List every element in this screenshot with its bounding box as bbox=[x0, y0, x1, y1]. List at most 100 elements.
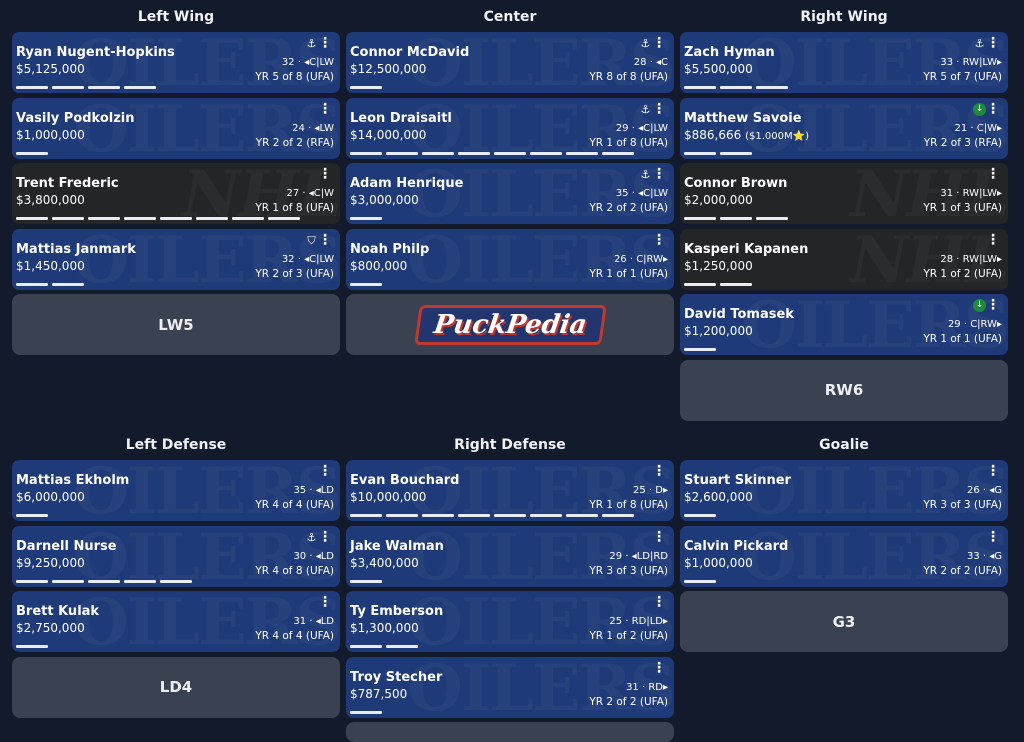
salary-value: $1,000,000 bbox=[684, 555, 753, 570]
more-options-icon[interactable]: ⋮ bbox=[986, 463, 1000, 479]
player-name[interactable]: David Tomasek bbox=[684, 307, 794, 322]
player-name[interactable]: Connor McDavid bbox=[350, 45, 470, 60]
player-name[interactable]: Ty Emberson bbox=[350, 604, 444, 619]
more-options-icon[interactable]: ⋮ bbox=[986, 166, 1000, 182]
player-card[interactable]: OILERS Noah Philp $800,000 ⋮ 26 · C|RW▸ … bbox=[346, 228, 674, 290]
more-options-icon[interactable]: ⋮ bbox=[652, 35, 666, 51]
contract-year-bar bbox=[350, 217, 382, 220]
contract-years bbox=[16, 86, 156, 89]
salary-value: $5,500,000 bbox=[684, 62, 753, 76]
more-options-icon[interactable]: ⋮ bbox=[318, 100, 332, 117]
more-options-icon[interactable]: ⋮ bbox=[986, 297, 1000, 313]
anchor-icon: ⚓ bbox=[974, 37, 985, 50]
empty-slot[interactable]: LD4 bbox=[12, 656, 340, 718]
contract-year-bar bbox=[684, 86, 716, 89]
player-name[interactable]: Troy Stecher bbox=[350, 669, 443, 685]
player-card[interactable]: OILERS David Tomasek $1,200,000 ↓ ⋮ 29 ·… bbox=[680, 294, 1008, 355]
more-options-icon[interactable]: ⋮ bbox=[318, 35, 332, 51]
player-card[interactable]: OILERS Mattias Ekholm $6,000,000 ⋮ 35 · … bbox=[12, 460, 340, 521]
player-name[interactable]: Vasily Podkolzin bbox=[16, 110, 135, 126]
more-options-icon[interactable]: ⋮ bbox=[652, 100, 666, 117]
player-name[interactable]: Evan Bouchard bbox=[350, 473, 460, 488]
empty-slot[interactable]: RW6 bbox=[680, 359, 1008, 421]
more-options-icon[interactable]: ⋮ bbox=[652, 528, 666, 545]
salary-value: $787,500 bbox=[350, 686, 408, 701]
player-card[interactable]: OILERS Brett Kulak $2,750,000 ⋮ 31 · ◂LD… bbox=[12, 591, 340, 652]
player-card[interactable]: OILERS Ty Emberson $1,300,000 ⋮ 25 · RD|… bbox=[346, 591, 674, 652]
contract-years bbox=[350, 514, 634, 517]
contract-year-bar bbox=[756, 217, 788, 220]
contract-year-bar bbox=[530, 514, 562, 517]
contract-year-bar bbox=[52, 86, 84, 89]
more-options-icon[interactable]: ⋮ bbox=[318, 528, 332, 545]
more-options-icon[interactable]: ⋮ bbox=[318, 463, 332, 479]
player-name[interactable]: Trent Frederic bbox=[16, 176, 119, 191]
player-card[interactable]: OILERS Leon Draisaitl $14,000,000 ⚓ ⋮ 29… bbox=[346, 97, 674, 159]
more-options-icon[interactable]: ⋮ bbox=[318, 594, 332, 610]
player-name[interactable]: Noah Philp bbox=[350, 241, 430, 257]
contract-years bbox=[350, 710, 382, 714]
player-card[interactable]: OILERS Adam Henrique $3,000,000 ⚓ ⋮ 35 ·… bbox=[346, 163, 674, 224]
player-card[interactable]: OILERS Matthew Savoie $886,666 ($1.000M⭐… bbox=[680, 97, 1008, 159]
player-card[interactable]: OILERS Calvin Pickard $1,000,000 ⋮ 33 · … bbox=[680, 525, 1008, 587]
more-options-icon[interactable]: ⋮ bbox=[652, 594, 666, 610]
player-card[interactable]: OILERS Jake Walman $3,400,000 ⋮ 29 · ◂LD… bbox=[346, 525, 674, 587]
player-name[interactable]: Kasperi Kapanen bbox=[684, 241, 809, 257]
player-name[interactable]: Zach Hyman bbox=[684, 45, 775, 60]
player-contract: YR 3 of 3 (UFA) bbox=[589, 564, 668, 577]
player-card[interactable]: OILERS Troy Stecher $787,500 ⋮ 31 · RD▸ … bbox=[346, 656, 674, 718]
player-card[interactable]: OILERS Zach Hyman $5,500,000 ⚓ ⋮ 33 · RW… bbox=[680, 32, 1008, 93]
contract-year-bar bbox=[684, 514, 716, 517]
player-name[interactable]: Leon Draisaitl bbox=[350, 110, 452, 126]
anchor-icon: ⚓ bbox=[640, 102, 651, 116]
player-name[interactable]: Darnell Nurse bbox=[16, 538, 117, 554]
player-card[interactable]: OILERS Mattias Janmark $1,450,000 ⛉ ⋮ 32… bbox=[12, 228, 340, 290]
more-options-icon[interactable]: ⋮ bbox=[986, 528, 1000, 545]
empty-slot[interactable]: LW5 bbox=[12, 294, 340, 355]
player-card[interactable]: OILERS Stuart Skinner $2,600,000 ⋮ 26 · … bbox=[680, 460, 1008, 521]
player-name[interactable]: Mattias Ekholm bbox=[16, 473, 130, 488]
player-card[interactable]: OILERS Connor McDavid $12,500,000 ⚓ ⋮ 28… bbox=[346, 32, 674, 93]
player-card[interactable]: OILERS Ryan Nugent-Hopkins $5,125,000 ⚓ … bbox=[12, 32, 340, 93]
player-salary: $6,000,000 bbox=[16, 490, 85, 504]
salary-value: $5,125,000 bbox=[16, 62, 85, 76]
salary-extra: ($1.000M⭐) bbox=[745, 130, 809, 142]
more-options-icon[interactable]: ⋮ bbox=[986, 231, 1000, 248]
empty-slot[interactable] bbox=[346, 722, 674, 742]
player-age-position: 26 · ◂G bbox=[966, 485, 1002, 496]
contract-year-bar bbox=[494, 151, 526, 155]
more-options-icon[interactable]: ⋮ bbox=[318, 166, 332, 182]
player-name[interactable]: Connor Brown bbox=[684, 176, 788, 191]
more-options-icon[interactable]: ⋮ bbox=[318, 231, 332, 248]
player-name[interactable]: Stuart Skinner bbox=[684, 473, 791, 488]
player-name[interactable]: Matthew Savoie bbox=[684, 110, 802, 126]
empty-slot[interactable]: G3 bbox=[680, 591, 1008, 652]
more-options-icon[interactable]: ⋮ bbox=[652, 166, 666, 182]
player-contract: YR 2 of 2 (UFA) bbox=[589, 202, 668, 214]
more-options-icon[interactable]: ⋮ bbox=[652, 463, 666, 479]
player-card[interactable]: NHL Kasperi Kapanen $1,250,000 ⋮ 28 · RW… bbox=[680, 228, 1008, 290]
green-arrow-icon: ↓ bbox=[973, 102, 986, 116]
player-salary: $5,125,000 bbox=[16, 62, 85, 76]
more-options-icon[interactable]: ⋮ bbox=[986, 35, 1000, 51]
player-card[interactable]: OILERS Vasily Podkolzin $1,000,000 ⋮ 24 … bbox=[12, 97, 340, 159]
contract-years bbox=[684, 86, 788, 89]
player-name[interactable]: Mattias Janmark bbox=[16, 241, 136, 257]
player-card[interactable]: NHL Connor Brown $2,000,000 ⋮ 31 · RW|LW… bbox=[680, 163, 1008, 224]
player-name[interactable]: Jake Walman bbox=[350, 538, 444, 554]
more-options-icon[interactable]: ⋮ bbox=[652, 659, 666, 676]
player-card[interactable]: OILERS Darnell Nurse $9,250,000 ⚓ ⋮ 30 ·… bbox=[12, 525, 340, 587]
more-options-icon[interactable]: ⋮ bbox=[652, 231, 666, 248]
player-card[interactable]: OILERS Evan Bouchard $10,000,000 ⋮ 25 · … bbox=[346, 460, 674, 521]
contract-years bbox=[350, 217, 382, 220]
player-name[interactable]: Calvin Pickard bbox=[684, 538, 789, 554]
contract-years bbox=[684, 579, 716, 583]
player-name[interactable]: Ryan Nugent-Hopkins bbox=[16, 45, 175, 60]
player-name[interactable]: Adam Henrique bbox=[350, 176, 464, 191]
contract-years bbox=[16, 579, 192, 583]
player-card[interactable]: NHL Trent Frederic $3,800,000 ⋮ 27 · ◂C|… bbox=[12, 163, 340, 224]
more-options-icon[interactable]: ⋮ bbox=[986, 100, 1000, 117]
player-salary: $787,500 bbox=[350, 687, 407, 701]
player-name[interactable]: Brett Kulak bbox=[16, 604, 100, 619]
contract-year-bar bbox=[684, 348, 716, 351]
